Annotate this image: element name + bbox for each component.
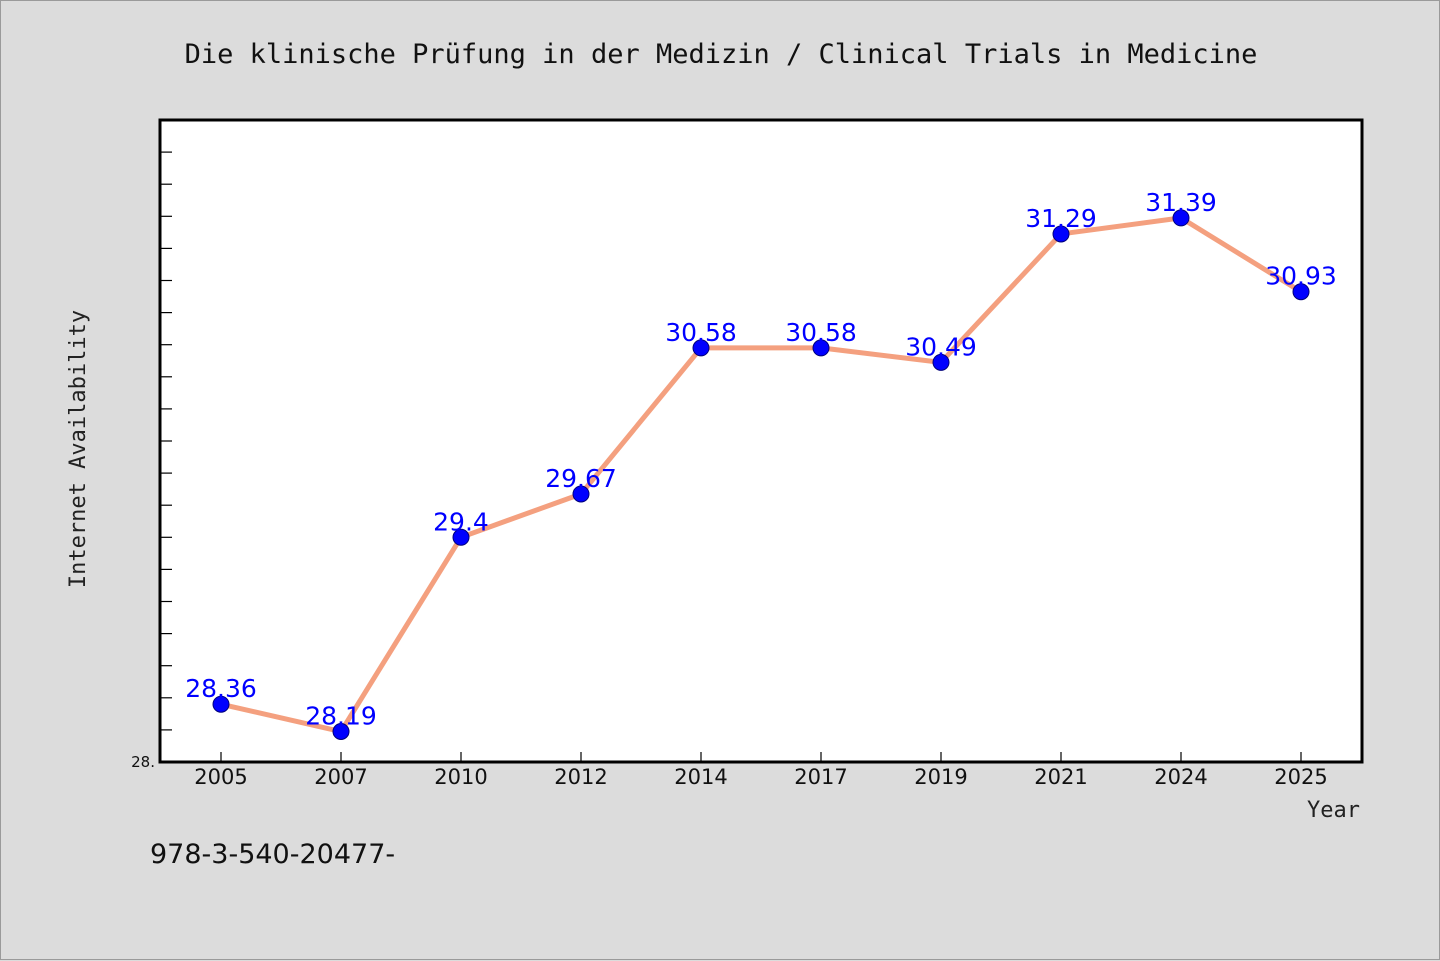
x-tick-label: 2005 bbox=[194, 765, 247, 789]
data-value-label: 29.67 bbox=[545, 464, 617, 493]
y-axis-title: Internet Availability bbox=[66, 310, 91, 588]
x-tick-label: 2010 bbox=[434, 765, 487, 789]
x-axis-ticks: 2005 2007 2010 2012 2014 2017 2019 2021 2024 2025 bbox=[194, 752, 1328, 789]
y-tick-label: 28. bbox=[131, 753, 155, 771]
series-line bbox=[220, 215, 1303, 735]
y-axis-ticks: 28. bbox=[131, 119, 172, 771]
chart-title: Die klinische Prüfung in der Medizin / C… bbox=[185, 39, 1258, 70]
data-point-marker bbox=[932, 353, 950, 371]
footnote-isbn: 978-3-540-20477- bbox=[150, 839, 395, 870]
data-value-label: 28.36 bbox=[185, 674, 257, 703]
x-tick-label: 2025 bbox=[1274, 765, 1327, 789]
data-point-marker bbox=[212, 695, 230, 713]
data-value-label: 30.93 bbox=[1265, 262, 1337, 291]
data-value-label: 28.19 bbox=[305, 702, 377, 731]
data-labels: 28.36 28.19 29.4 29.67 30.58 30.58 30.49 31.29 3… bbox=[185, 188, 1337, 731]
x-axis-title: Year bbox=[1307, 798, 1360, 823]
data-value-label: 30.49 bbox=[905, 332, 977, 361]
data-point-marker bbox=[332, 723, 350, 741]
data-value-label: 30.58 bbox=[785, 318, 857, 347]
x-tick-label: 2019 bbox=[914, 765, 967, 789]
data-point-marker bbox=[1172, 209, 1190, 227]
data-point-marker bbox=[1052, 225, 1070, 243]
data-value-label: 31.39 bbox=[1145, 188, 1217, 217]
x-tick-label: 2024 bbox=[1154, 765, 1207, 789]
data-value-label: 29.4 bbox=[433, 507, 489, 536]
data-value-label: 31.29 bbox=[1025, 204, 1097, 233]
x-tick-label: 2014 bbox=[674, 765, 727, 789]
x-tick-label: 2007 bbox=[314, 765, 367, 789]
data-point-marker bbox=[812, 339, 830, 357]
series-line-group bbox=[220, 215, 1303, 735]
plot-area bbox=[158, 118, 1364, 764]
x-tick-label: 2012 bbox=[554, 765, 607, 789]
x-tick-label: 2017 bbox=[794, 765, 847, 789]
data-value-label: 30.58 bbox=[665, 318, 737, 347]
x-tick-label: 2021 bbox=[1034, 765, 1087, 789]
data-markers bbox=[212, 209, 1310, 741]
data-point-marker bbox=[572, 485, 590, 503]
data-point-marker bbox=[692, 339, 710, 357]
data-point-marker bbox=[1292, 283, 1310, 301]
data-point-marker bbox=[452, 528, 470, 546]
